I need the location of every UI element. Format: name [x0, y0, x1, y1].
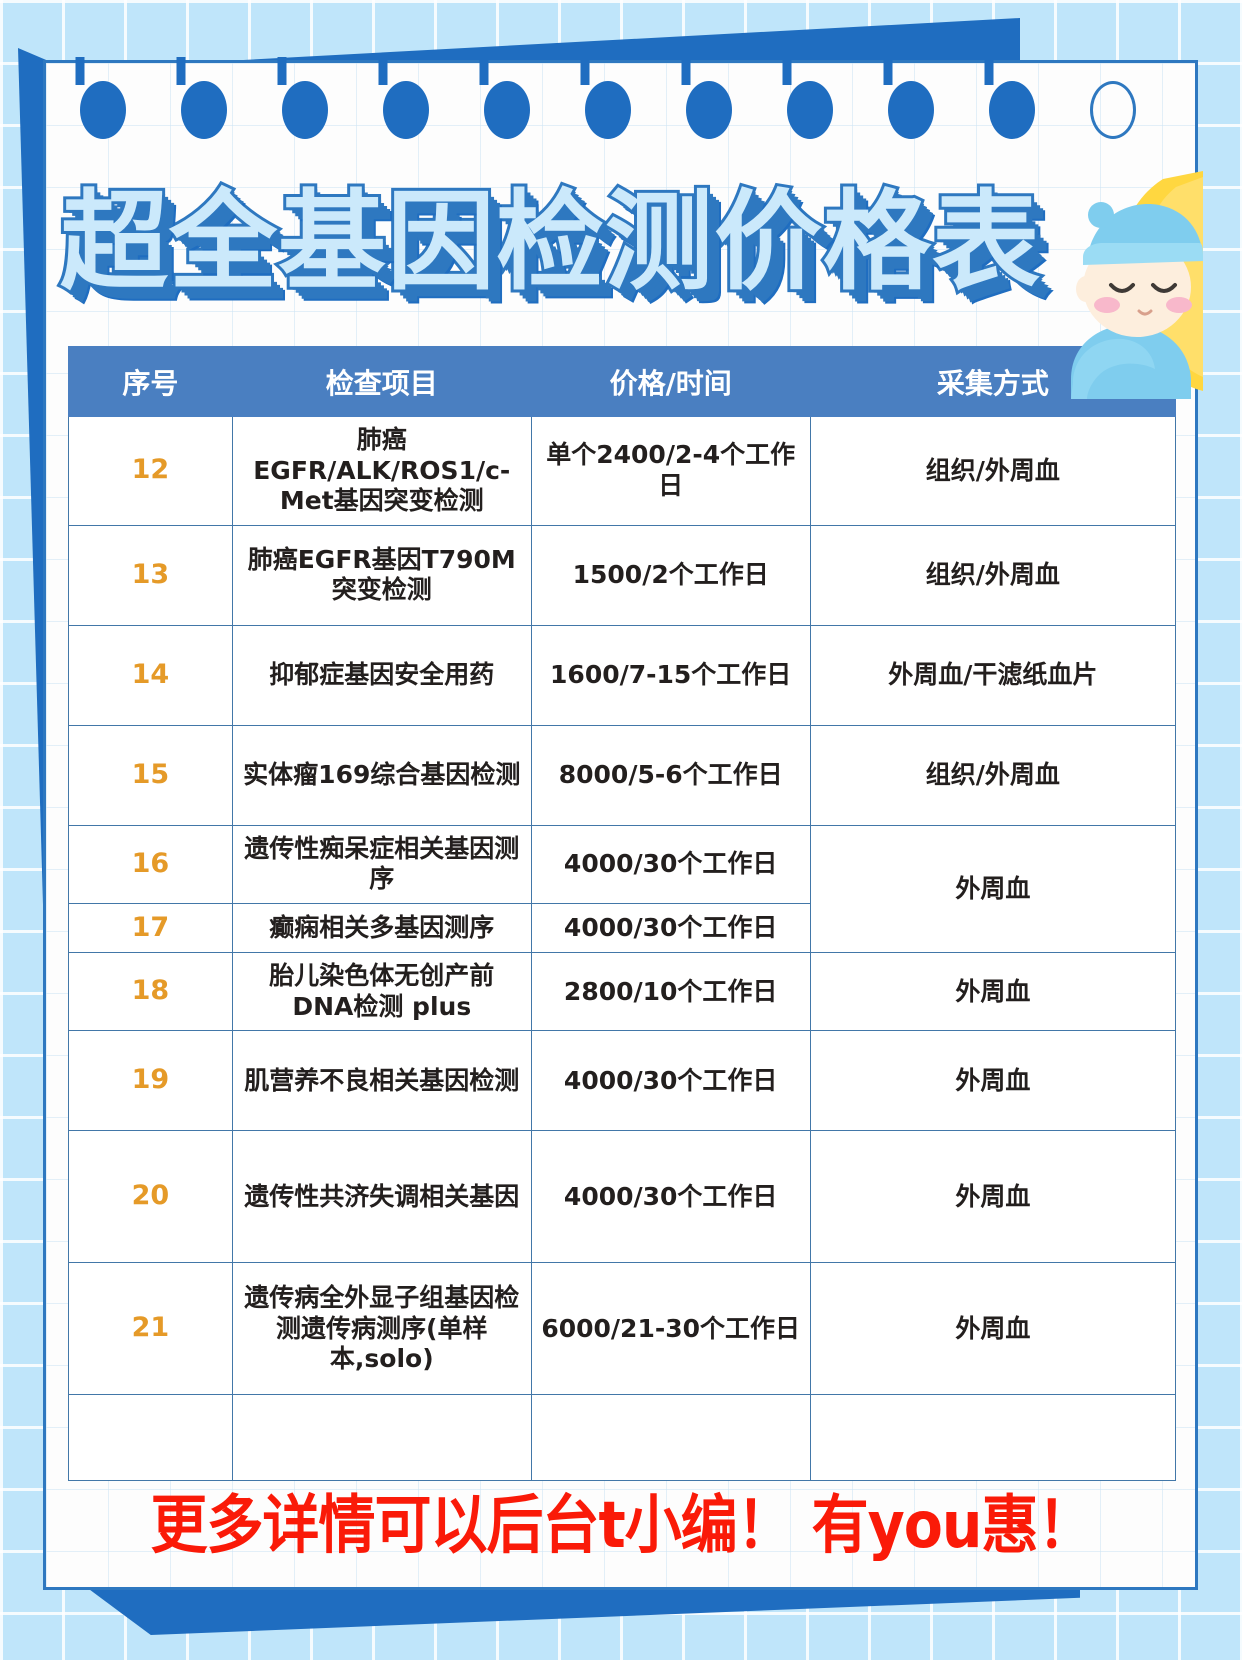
cell-item: 遗传性共济失调相关基因	[231, 1130, 532, 1264]
cell-no: 19	[68, 1030, 233, 1132]
table-row: 21 遗传病全外显子组基因检测遗传病测序(单样本,solo) 6000/21-30个…	[68, 1262, 1177, 1396]
cell-no: 16	[68, 824, 233, 904]
cell-item: 抑郁症基因安全用药	[231, 624, 532, 726]
cell-collect: 外周血	[809, 1030, 1177, 1132]
cell-item: 肌营养不良相关基因检测	[231, 1030, 532, 1132]
cell-no: 20	[68, 1130, 233, 1264]
cell-price: 4000/30个工作日	[530, 1130, 811, 1264]
cell-item: 肺癌EGFR基因T790M 突变检测	[231, 524, 532, 626]
cell-no: 18	[68, 952, 233, 1032]
table-row: 20 遗传性共济失调相关基因 4000/30个工作日 外周血	[68, 1130, 1177, 1264]
cell-collect: 外周血	[809, 952, 1177, 1032]
cell-collect: 外周血/干滤纸血片	[809, 624, 1177, 726]
price-table-wrap: 序号 检查项目 价格/时间 采集方式 12 肺癌EGFR/ALK/ROS1/c-M…	[68, 346, 1177, 1482]
cell-blank	[68, 1394, 233, 1482]
table-body: 12 肺癌EGFR/ALK/ROS1/c-Met基因突变检测 单个2400/2-4个…	[68, 416, 1177, 1482]
table-row: 19 肌营养不良相关基因检测 4000/30个工作日 外周血	[68, 1030, 1177, 1132]
cell-no: 13	[68, 524, 233, 626]
cell-price: 6000/21-30个工作日	[530, 1262, 811, 1396]
paper-sheet: 超全基因检测价格表	[43, 57, 1203, 1590]
cell-item: 遗传病全外显子组基因检测遗传病测序(单样本,solo)	[231, 1262, 532, 1396]
sleeping-baby-moon-icon	[1013, 169, 1203, 399]
cell-price: 单个2400/2-4个工作日	[530, 416, 811, 526]
cell-blank	[231, 1394, 532, 1482]
table-row-banner	[68, 1394, 1177, 1482]
table-row: 18 胎儿染色体无创产前DNA检测 plus 2800/10个工作日 外周血	[68, 952, 1177, 1032]
cell-collect: 外周血	[809, 1262, 1177, 1396]
cell-price: 4000/30个工作日	[530, 824, 811, 904]
table-row: 15 实体瘤169综合基因检测 8000/5-6个工作日 组织/外周血	[68, 724, 1177, 826]
table-row: 16 遗传性痴呆症相关基因测序 4000/30个工作日 外周血	[68, 824, 1177, 954]
gene-test-price-table: 序号 检查项目 价格/时间 采集方式 12 肺癌EGFR/ALK/ROS1/c-M…	[68, 346, 1177, 1482]
cell-price: 1600/7-15个工作日	[530, 624, 811, 726]
page-title: 超全基因检测价格表	[57, 177, 1043, 308]
cell-no: 17	[68, 902, 233, 954]
table-row: 12 肺癌EGFR/ALK/ROS1/c-Met基因突变检测 单个2400/2-4个…	[68, 416, 1177, 526]
cell-collect: 外周血	[809, 1130, 1177, 1264]
cell-no: 21	[68, 1262, 233, 1396]
cell-price: 8000/5-6个工作日	[530, 724, 811, 826]
cell-item: 癫痫相关多基因测序	[231, 902, 532, 954]
page-title-wrap: 超全基因检测价格表	[46, 168, 1201, 318]
cell-price: 2800/10个工作日	[530, 952, 811, 1032]
cell-no: 15	[68, 724, 233, 826]
cell-price: 4000/30个工作日	[530, 1030, 811, 1132]
cell-collect: 组织/外周血	[809, 724, 1177, 826]
promo-banner-text: 更多详情可以后台t小编！ 有you惠！	[150, 1488, 1095, 1563]
cell-price: 1500/2个工作日	[530, 524, 811, 626]
table-header-row: 序号 检查项目 价格/时间 采集方式	[68, 346, 1177, 417]
cell-blank	[809, 1394, 1177, 1482]
cell-item: 遗传性痴呆症相关基因测序	[231, 824, 532, 904]
cell-no: 14	[68, 624, 233, 726]
cell-item: 胎儿染色体无创产前DNA检测 plus	[231, 952, 532, 1032]
table-row: 14 抑郁症基因安全用药 1600/7-15个工作日 外周血/干滤纸血片	[68, 624, 1177, 726]
cell-collect: 组织/外周血	[809, 524, 1177, 626]
table-row: 13 肺癌EGFR基因T790M 突变检测 1500/2个工作日 组织/外周血	[68, 524, 1177, 626]
cell-item: 实体瘤169综合基因检测	[231, 724, 532, 826]
cell-collect: 外周血	[809, 824, 1177, 954]
cell-collect: 组织/外周血	[809, 416, 1177, 526]
cell-blank	[530, 1394, 811, 1482]
cell-no: 12	[68, 416, 233, 526]
cell-price: 4000/30个工作日	[530, 902, 811, 954]
table-row: 17 癫痫相关多基因测序 4000/30个工作日	[68, 902, 1176, 954]
col-header-item: 检查项目	[231, 346, 532, 417]
spiral-binding	[46, 57, 1195, 139]
col-header-price: 价格/时间	[530, 346, 811, 417]
cell-item: 肺癌EGFR/ALK/ROS1/c-Met基因突变检测	[231, 416, 532, 526]
promo-banner: 更多详情可以后台t小编！ 有you惠！	[68, 1476, 1176, 1564]
col-header-no: 序号	[68, 346, 233, 417]
